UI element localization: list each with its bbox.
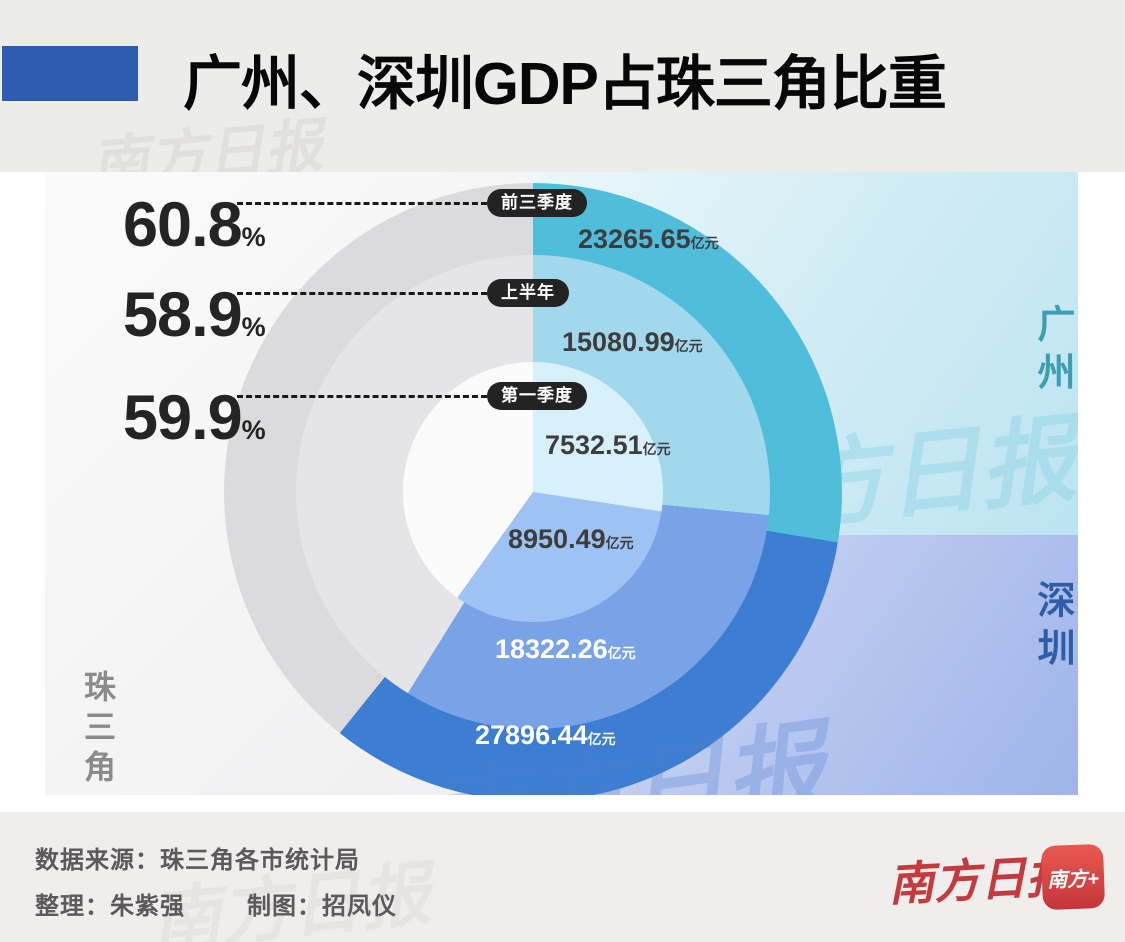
data-source: 数据来源：珠三角各市统计局 bbox=[35, 847, 360, 874]
shenzhen-label: 深圳 bbox=[1031, 580, 1073, 676]
pct-value: 58.9 bbox=[123, 280, 243, 350]
value: 8950.49 bbox=[508, 524, 606, 554]
pct-symbol: % bbox=[241, 312, 266, 342]
pct-symbol: % bbox=[241, 415, 266, 445]
leader-line bbox=[237, 292, 487, 295]
value-unit: 亿元 bbox=[690, 235, 719, 251]
value: 27896.44 bbox=[475, 720, 588, 750]
value: 18322.26 bbox=[495, 634, 608, 664]
value-unit: 亿元 bbox=[605, 535, 634, 551]
gz-value-q1-3: 23265.65亿元 bbox=[578, 224, 719, 255]
app-badge-icon: 南方+ bbox=[1040, 843, 1106, 911]
value-unit: 亿元 bbox=[642, 441, 671, 457]
title-accent-bar bbox=[2, 46, 138, 101]
period-pill-q1: 第一季度 bbox=[487, 382, 587, 410]
leader-line bbox=[237, 395, 487, 398]
header: 广州、深圳GDP占珠三角比重 南方日报 bbox=[0, 0, 1125, 172]
period-pill-h1: 上半年 bbox=[487, 279, 569, 307]
sz-value-h1: 18322.26亿元 bbox=[495, 634, 636, 665]
chart-card: 南方日报 南方日报 南方日报 60.8% 58.9% 59.9% 前三季度 上半… bbox=[45, 172, 1078, 795]
share-pct-q1-3: 60.8% bbox=[123, 194, 266, 257]
pearl-delta-label: 珠三角 bbox=[80, 670, 116, 790]
pct-value: 59.9 bbox=[123, 383, 243, 453]
pct-value: 60.8 bbox=[123, 190, 243, 260]
value: 7532.51 bbox=[545, 430, 643, 460]
period-pill-q1-3: 前三季度 bbox=[487, 189, 587, 217]
gz-value-h1: 15080.99亿元 bbox=[562, 327, 703, 358]
page-title: 广州、深圳GDP占珠三角比重 bbox=[183, 51, 947, 117]
guangzhou-label: 广州 bbox=[1031, 304, 1073, 400]
designer-credit: 制图：招凤仪 bbox=[247, 893, 397, 920]
value: 23265.65 bbox=[578, 224, 691, 254]
sz-value-q1: 8950.49亿元 bbox=[508, 524, 634, 555]
share-pct-h1: 58.9% bbox=[123, 284, 266, 347]
gz-value-q1: 7532.51亿元 bbox=[545, 430, 671, 461]
editor-credit: 整理：朱紫强 bbox=[35, 893, 185, 920]
pct-symbol: % bbox=[241, 222, 266, 252]
credits-line: 整理：朱紫强 制图：招凤仪 bbox=[35, 886, 397, 921]
leader-line bbox=[237, 202, 487, 205]
sz-value-q1-3: 27896.44亿元 bbox=[475, 720, 616, 751]
value-unit: 亿元 bbox=[587, 731, 616, 747]
value-unit: 亿元 bbox=[607, 645, 636, 661]
footer: 南方日报 数据来源：珠三角各市统计局 整理：朱紫强 制图：招凤仪 南方日报 南方+ bbox=[0, 812, 1125, 942]
share-pct-q1: 59.9% bbox=[123, 387, 266, 450]
value-unit: 亿元 bbox=[674, 338, 703, 354]
chart-section: 南方日报 南方日报 南方日报 60.8% 58.9% 59.9% 前三季度 上半… bbox=[0, 172, 1125, 812]
value: 15080.99 bbox=[562, 327, 675, 357]
